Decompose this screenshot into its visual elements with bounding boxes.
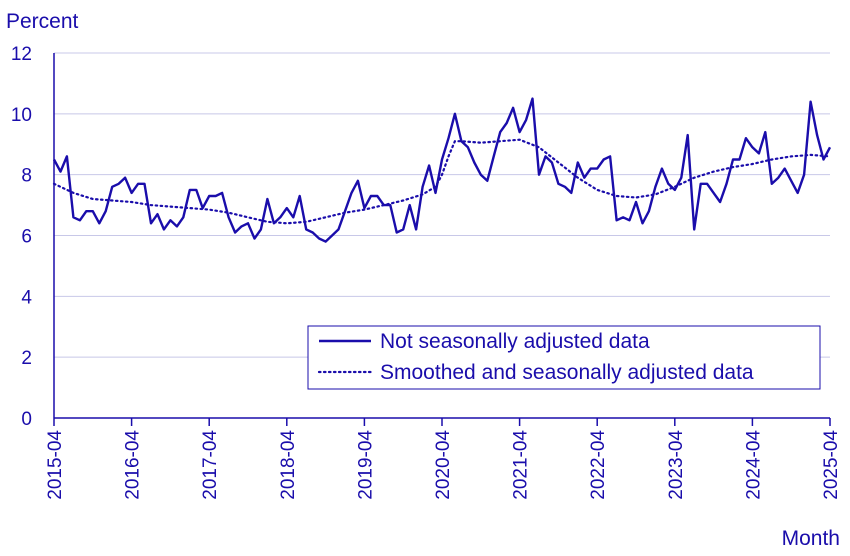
- legend: Not seasonally adjusted data Smoothed an…: [307, 325, 821, 390]
- x-tick-label: 2015-04: [45, 430, 66, 500]
- legend-box: [307, 325, 821, 390]
- x-tick-label: 2023-04: [666, 430, 687, 500]
- series-line-0: [52, 97, 832, 243]
- series-group: [52, 97, 832, 243]
- y-tick-label: 12: [11, 44, 32, 65]
- y-tick-label: 2: [21, 348, 32, 369]
- legend-label-not-seasonally-adjusted: Not seasonally adjusted data: [380, 330, 650, 353]
- x-tick-label: 2017-04: [200, 430, 221, 500]
- x-tick-label: 2022-04: [588, 430, 609, 500]
- y-tick-label: 0: [21, 409, 32, 430]
- x-tick-label: 2025-04: [821, 430, 842, 500]
- series-line-1: [52, 138, 832, 225]
- gridlines: [54, 52, 830, 358]
- x-tick-label: 2019-04: [355, 430, 376, 500]
- y-tick-label: 10: [11, 105, 32, 126]
- y-tick-label: 4: [21, 287, 32, 308]
- x-axis-title: Month: [782, 527, 840, 550]
- x-axis-ticks: 2015-04 2016-04 2017-04 2018-04 2019-04 2020-…: [45, 418, 842, 500]
- y-axis-ticks: 0 2 4 6 8 10 12: [11, 44, 33, 430]
- x-tick-label: 2021-04: [511, 430, 532, 500]
- y-tick-label: 6: [21, 227, 32, 248]
- x-tick-label: 2018-04: [278, 430, 299, 500]
- y-axis-title: Percent: [6, 10, 79, 33]
- y-tick-label: 8: [21, 166, 32, 187]
- legend-label-smoothed-seasonally-adjusted: Smoothed and seasonally adjusted data: [380, 361, 754, 384]
- x-tick-label: 2020-04: [433, 430, 454, 500]
- x-tick-label: 2016-04: [123, 430, 144, 500]
- x-tick-label: 2024-04: [743, 430, 764, 500]
